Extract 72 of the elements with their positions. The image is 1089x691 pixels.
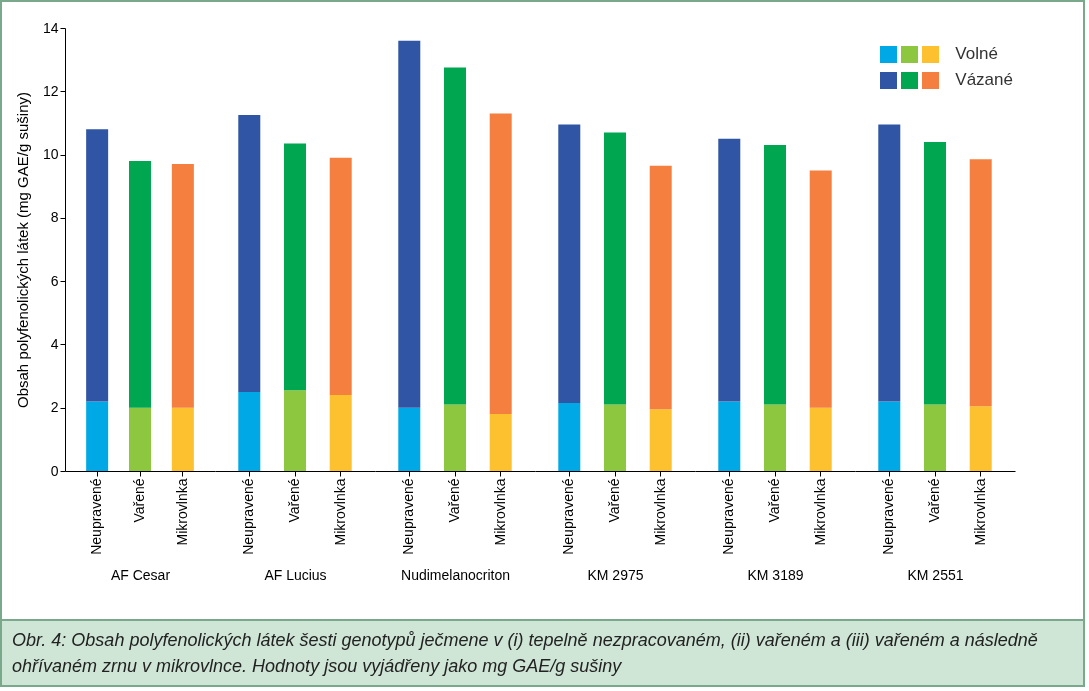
bar [924, 141, 946, 405]
bar [878, 401, 901, 471]
x-tick-label: Vařené [286, 478, 302, 523]
y-tick-label: 6 [50, 272, 59, 289]
bar [398, 407, 421, 471]
x-tick-label: Vařené [446, 478, 462, 523]
x-tick-label: Neupravené [400, 478, 417, 555]
x-axis-title: Nudimelanocriton [401, 566, 510, 583]
bar [558, 402, 581, 471]
x-tick-label: Neupravené [88, 478, 105, 555]
x-axis-title: KM 2551 [907, 566, 964, 583]
text: Obr. 4: Obsah polyfenolických látek šesti genotypů ječmene v (i) tepelně nezpracovaném, (ii) vařeném a (iii) vařeném a následně ohřívaném zrnu v mikrovlnce. Hodnoty jsou vyjádřeny jako mg GAE/g sušiny [2, 619, 1083, 685]
x-tick-label: Vařené [131, 478, 147, 523]
bar [398, 40, 421, 408]
bar [718, 401, 741, 471]
x-tick-label: Vařené [926, 478, 942, 523]
bar [878, 124, 901, 402]
legend-label: Volné [955, 44, 998, 64]
bar [809, 407, 832, 471]
bar [238, 391, 261, 471]
x-tick-label: Mikrovlnka [173, 478, 190, 546]
y-tick-label: 4 [50, 335, 59, 352]
bar [649, 165, 672, 410]
x-tick-label: Neupravené [240, 478, 257, 555]
bar [284, 143, 306, 391]
bar [86, 129, 109, 402]
bar [604, 404, 626, 471]
bar [171, 407, 194, 471]
x-axis-title: KM 2975 [587, 566, 644, 583]
bar [444, 67, 466, 405]
bar [129, 160, 151, 408]
bar [924, 404, 946, 471]
x-axis-title: KM 3189 [747, 566, 804, 583]
x-tick-label: Mikrovlnka [331, 478, 348, 546]
x-tick-label: Mikrovlnka [651, 478, 668, 546]
bar [764, 404, 786, 471]
x-tick-label: Neupravené [560, 478, 577, 555]
bar [969, 406, 992, 471]
bar [129, 407, 151, 471]
x-tick-label: Neupravené [880, 478, 897, 555]
y-tick-label: 0 [50, 462, 59, 479]
legend-label: Vázané [955, 70, 1013, 90]
bar [86, 401, 109, 471]
y-tick-label: 12 [42, 82, 59, 99]
bar [171, 164, 194, 408]
x-tick-label: Mikrovlnka [971, 478, 988, 546]
bar [284, 390, 306, 471]
bar [329, 395, 352, 471]
y-tick-label: 10 [42, 146, 59, 163]
y-axis-title: Obsah polyfenolických látek (mg GAE/g sušiny) [13, 92, 31, 408]
x-tick-label: Vařené [766, 478, 782, 523]
bar [238, 115, 261, 392]
x-axis-title: AF Lucius [264, 566, 327, 583]
bar [809, 170, 832, 408]
bar [764, 145, 786, 405]
x-tick-label: Mikrovlnka [811, 478, 828, 546]
bar [489, 414, 512, 471]
bar [329, 157, 352, 396]
bar [718, 138, 741, 402]
bar [558, 124, 581, 403]
y-tick-label: 2 [50, 399, 59, 416]
x-axis-title: AF Cesar [110, 566, 171, 583]
bar [969, 159, 992, 407]
bar [444, 404, 466, 471]
bar [604, 132, 626, 405]
x-tick-label: Mikrovlnka [491, 478, 508, 546]
bar [489, 113, 512, 415]
x-tick-label: Vařené [606, 478, 622, 523]
x-tick-label: Neupravené [720, 478, 737, 555]
y-tick-label: 8 [50, 209, 59, 226]
bar [649, 409, 672, 471]
y-tick-label: 14 [42, 19, 59, 36]
